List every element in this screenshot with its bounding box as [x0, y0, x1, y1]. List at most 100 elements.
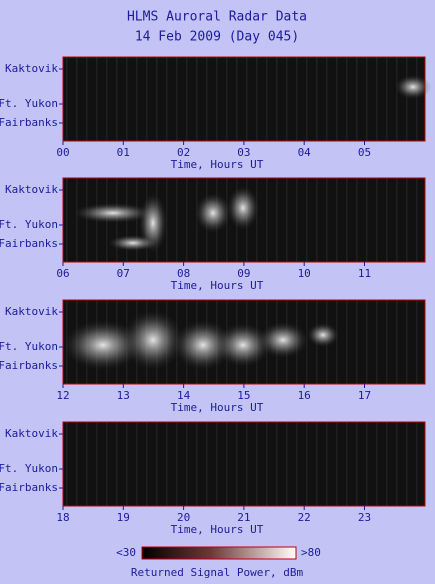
- scan-stripe: [146, 422, 148, 506]
- colorbar-min: <30: [116, 546, 136, 559]
- x-tick-label: 20: [177, 511, 190, 524]
- scan-stripe: [346, 57, 348, 141]
- scan-stripe: [366, 57, 368, 141]
- scan-stripe: [236, 422, 238, 506]
- scan-stripe: [136, 422, 138, 506]
- x-tick-label: 11: [358, 267, 371, 280]
- x-tick-label: 06: [56, 267, 69, 280]
- scan-stripe: [156, 57, 158, 141]
- x-tick-label: 10: [298, 267, 311, 280]
- scan-stripe: [316, 57, 318, 141]
- scan-stripe: [386, 178, 388, 262]
- scan-stripe: [216, 422, 218, 506]
- x-tick-label: 07: [117, 267, 130, 280]
- scan-stripe: [416, 57, 418, 141]
- x-tick-label: 13: [117, 389, 130, 402]
- scan-stripe: [156, 422, 158, 506]
- station-label: Ft. Yukon: [0, 218, 58, 231]
- scan-stripe: [296, 178, 298, 262]
- scan-stripe: [306, 57, 308, 141]
- aurora-echo: [307, 323, 339, 347]
- scan-stripe: [186, 178, 188, 262]
- x-tick-label: 16: [298, 389, 311, 402]
- scan-stripe: [346, 300, 348, 384]
- x-tick-label: 22: [298, 511, 311, 524]
- scan-stripe: [346, 422, 348, 506]
- scan-stripe: [406, 178, 408, 262]
- station-label: Kaktovik: [5, 427, 58, 440]
- scan-stripe: [196, 57, 198, 141]
- scan-stripe: [306, 422, 308, 506]
- x-tick-label: 04: [298, 146, 312, 159]
- scan-stripe: [356, 300, 358, 384]
- aurora-echo: [73, 203, 153, 223]
- station-label: Fairbanks: [0, 116, 58, 129]
- scan-stripe: [226, 57, 228, 141]
- x-tick-label: 01: [117, 146, 130, 159]
- x-tick-label: 18: [56, 511, 69, 524]
- x-tick-label: 17: [358, 389, 371, 402]
- scan-stripe: [316, 178, 318, 262]
- station-label: Fairbanks: [0, 237, 58, 250]
- scan-stripe: [356, 57, 358, 141]
- x-axis-label: Time, Hours UT: [171, 401, 264, 414]
- colorbar-caption: Returned Signal Power, dBm: [131, 566, 304, 579]
- colorbar: [141, 546, 297, 560]
- scan-stripe: [286, 422, 288, 506]
- station-label: Kaktovik: [5, 62, 58, 75]
- scan-stripe: [396, 178, 398, 262]
- x-axis-label: Time, Hours UT: [171, 279, 264, 292]
- scan-stripe: [356, 178, 358, 262]
- scan-stripe: [206, 57, 208, 141]
- scan-stripe: [286, 178, 288, 262]
- x-tick-label: 09: [237, 267, 250, 280]
- scan-stripe: [126, 422, 128, 506]
- scan-stripe: [406, 300, 408, 384]
- scan-stripe: [116, 422, 118, 506]
- scan-stripe: [166, 422, 168, 506]
- scan-stripe: [406, 57, 408, 141]
- scan-stripe: [246, 57, 248, 141]
- scan-stripe: [236, 57, 238, 141]
- station-label: Ft. Yukon: [0, 97, 58, 110]
- radar-image: [63, 57, 425, 141]
- chart-title: HLMS Auroral Radar Data: [127, 10, 307, 25]
- x-axis-label: Time, Hours UT: [171, 158, 264, 171]
- scan-stripe: [346, 178, 348, 262]
- x-tick-label: 02: [177, 146, 190, 159]
- scan-stripe: [376, 422, 378, 506]
- scan-stripe: [286, 57, 288, 141]
- scan-stripe: [336, 300, 338, 384]
- scan-stripe: [276, 422, 278, 506]
- scan-stripe: [326, 178, 328, 262]
- scan-stripe: [396, 422, 398, 506]
- scan-stripe: [186, 422, 188, 506]
- scan-stripe: [366, 300, 368, 384]
- scan-stripe: [116, 57, 118, 141]
- scan-stripe: [256, 57, 258, 141]
- aurora-echo: [195, 193, 231, 233]
- scan-stripe: [176, 422, 178, 506]
- scan-stripe: [266, 178, 268, 262]
- scan-stripe: [76, 178, 78, 262]
- scan-stripe: [326, 57, 328, 141]
- station-label: Fairbanks: [0, 359, 58, 372]
- aurora-echo: [258, 322, 308, 358]
- scan-stripe: [336, 57, 338, 141]
- scan-stripe: [276, 178, 278, 262]
- x-tick-label: 03: [237, 146, 250, 159]
- aurora-echo: [63, 320, 143, 370]
- aurora-echo: [227, 186, 259, 230]
- scan-stripe: [396, 300, 398, 384]
- scan-stripe: [96, 422, 98, 506]
- scan-stripe: [366, 178, 368, 262]
- scan-stripe: [326, 422, 328, 506]
- scan-stripe: [396, 57, 398, 141]
- scan-stripe: [386, 422, 388, 506]
- radar-image: [63, 422, 425, 506]
- aurora-echo: [108, 235, 158, 251]
- x-tick-label: 14: [177, 389, 191, 402]
- station-label: Fairbanks: [0, 481, 58, 494]
- scan-stripe: [106, 422, 108, 506]
- scan-stripe: [256, 178, 258, 262]
